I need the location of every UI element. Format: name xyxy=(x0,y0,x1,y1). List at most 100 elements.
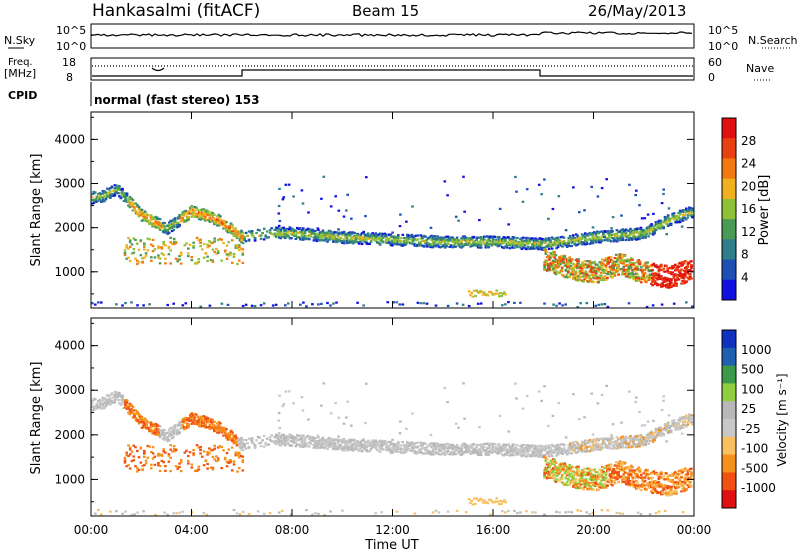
power-cell xyxy=(106,187,109,190)
power-cell xyxy=(672,212,676,215)
power-cell xyxy=(359,235,362,238)
power-cell xyxy=(550,269,554,272)
power-cell xyxy=(606,305,610,308)
power-cell xyxy=(621,238,625,242)
power-cell xyxy=(330,234,334,237)
power-cell xyxy=(183,219,186,222)
velocity-cell xyxy=(121,400,124,403)
velocity-cell xyxy=(347,439,350,442)
power-cell xyxy=(564,268,568,272)
power-cell xyxy=(228,225,231,228)
velocity-cell xyxy=(347,446,350,449)
power-cell xyxy=(570,244,573,248)
velocity-cell xyxy=(124,405,127,408)
velocity-cell xyxy=(183,419,186,422)
velocity-cell xyxy=(98,400,102,403)
power-cell xyxy=(681,210,685,214)
power-cell xyxy=(543,238,546,241)
velocity-cell xyxy=(151,425,154,428)
power-cell xyxy=(290,227,293,230)
velocity-cell xyxy=(368,442,371,445)
velocity-cell xyxy=(511,445,515,448)
velocity-cell xyxy=(217,420,221,424)
power-cell xyxy=(385,241,388,244)
power-cell xyxy=(541,240,545,243)
power-cell xyxy=(684,259,687,263)
velocity-cell xyxy=(161,431,165,434)
velocity-cell xyxy=(525,449,528,452)
power-cell xyxy=(342,231,346,234)
power-cell xyxy=(139,210,142,213)
power-cell xyxy=(632,235,635,238)
power-cell xyxy=(271,304,275,307)
power-cell xyxy=(155,226,159,229)
power-cell xyxy=(162,243,165,246)
power-cell xyxy=(128,202,132,205)
power-cell xyxy=(149,216,153,219)
power-cell xyxy=(466,238,469,241)
power-cell xyxy=(685,301,688,304)
velocity-cell xyxy=(455,446,459,449)
velocity-cell xyxy=(397,445,400,448)
velocity-cell xyxy=(274,435,278,438)
power-cell xyxy=(489,235,492,238)
power-cell xyxy=(287,229,290,232)
power-cell xyxy=(604,269,608,272)
velocity-cell xyxy=(437,452,441,456)
power-cell xyxy=(124,302,127,305)
power-cell xyxy=(311,228,314,231)
power-cell xyxy=(580,241,584,244)
power-cell xyxy=(350,235,353,238)
power-cell xyxy=(201,248,204,251)
freq-trace xyxy=(92,69,693,77)
power-cell xyxy=(578,211,581,214)
velocity-cell xyxy=(172,431,175,434)
colorbar-tick-label: 12 xyxy=(741,225,756,239)
velocity-cell xyxy=(95,404,99,407)
power-cell xyxy=(344,233,347,237)
power-cell xyxy=(689,268,692,272)
velocity-cell xyxy=(483,448,486,452)
power-cell xyxy=(553,269,556,272)
power-cell xyxy=(241,238,245,241)
power-cell xyxy=(670,266,673,269)
velocity-cell xyxy=(495,446,498,449)
velocity-cell xyxy=(449,443,453,446)
power-cell xyxy=(362,232,365,235)
velocity-cell xyxy=(296,434,299,437)
power-cell xyxy=(259,234,263,237)
power-cell xyxy=(287,183,291,186)
power-cell xyxy=(321,231,325,234)
power-cell xyxy=(241,242,245,245)
power-cell xyxy=(226,228,230,231)
power-cell xyxy=(267,236,270,239)
power-cell xyxy=(277,227,281,230)
noise-sky-label: N.Sky xyxy=(4,34,36,47)
power-cell xyxy=(478,219,481,222)
power-cell xyxy=(169,224,172,227)
power-cell xyxy=(591,266,594,269)
power-cell xyxy=(642,274,646,277)
power-cell xyxy=(302,228,305,231)
power-cell xyxy=(613,262,617,265)
power-cell xyxy=(192,211,195,214)
power-cell xyxy=(656,224,659,227)
power-cell xyxy=(157,226,160,230)
velocity-cell xyxy=(222,434,225,437)
power-cell xyxy=(549,241,552,244)
power-cell xyxy=(641,230,644,233)
velocity-cell xyxy=(199,425,203,428)
power-cell xyxy=(544,239,548,242)
power-cell xyxy=(537,238,540,241)
power-cell xyxy=(479,238,483,241)
power-cell xyxy=(368,237,371,240)
power-cell xyxy=(584,239,587,242)
power-cell xyxy=(672,302,676,305)
velocity-cell xyxy=(342,447,346,450)
power-cell xyxy=(288,228,291,231)
velocity-cell xyxy=(137,414,141,418)
power-cell xyxy=(303,230,307,233)
power-cell xyxy=(433,244,436,247)
velocity-cell xyxy=(167,435,171,438)
power-cell xyxy=(342,238,346,241)
